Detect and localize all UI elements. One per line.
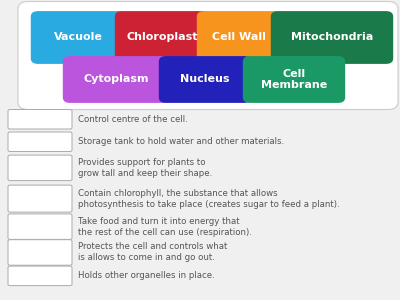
Text: Protects the cell and controls what
is allows to come in and go out.: Protects the cell and controls what is a… — [78, 242, 227, 262]
Text: Holds other organelles in place.: Holds other organelles in place. — [78, 271, 215, 280]
Text: Chloroplast: Chloroplast — [126, 32, 198, 43]
Text: Control centre of the cell.: Control centre of the cell. — [78, 115, 188, 124]
FancyBboxPatch shape — [31, 11, 125, 64]
Text: Cell
Membrane: Cell Membrane — [261, 69, 327, 90]
FancyBboxPatch shape — [271, 11, 393, 64]
Text: Mitochondria: Mitochondria — [291, 32, 373, 43]
FancyBboxPatch shape — [197, 11, 281, 64]
Text: Cytoplasm: Cytoplasm — [83, 74, 149, 85]
FancyBboxPatch shape — [63, 56, 169, 103]
Text: Take food and turn it into energy that
the rest of the cell can use (respiration: Take food and turn it into energy that t… — [78, 217, 252, 237]
FancyBboxPatch shape — [8, 266, 72, 286]
Text: Provides support for plants to
grow tall and keep their shape.: Provides support for plants to grow tall… — [78, 158, 212, 178]
FancyBboxPatch shape — [8, 214, 72, 239]
FancyBboxPatch shape — [8, 155, 72, 181]
Text: Contain chlorophyll, the substance that allows
photosynthesis to take place (cre: Contain chlorophyll, the substance that … — [78, 189, 340, 209]
FancyBboxPatch shape — [18, 2, 398, 110]
FancyBboxPatch shape — [8, 110, 72, 129]
Text: Storage tank to hold water and other materials.: Storage tank to hold water and other mat… — [78, 137, 284, 146]
FancyBboxPatch shape — [115, 11, 209, 64]
Text: Nucleus: Nucleus — [180, 74, 230, 85]
FancyBboxPatch shape — [159, 56, 251, 103]
FancyBboxPatch shape — [8, 185, 72, 212]
Text: Cell Wall: Cell Wall — [212, 32, 266, 43]
FancyBboxPatch shape — [243, 56, 345, 103]
FancyBboxPatch shape — [8, 240, 72, 265]
Text: Vacuole: Vacuole — [54, 32, 102, 43]
FancyBboxPatch shape — [8, 132, 72, 152]
